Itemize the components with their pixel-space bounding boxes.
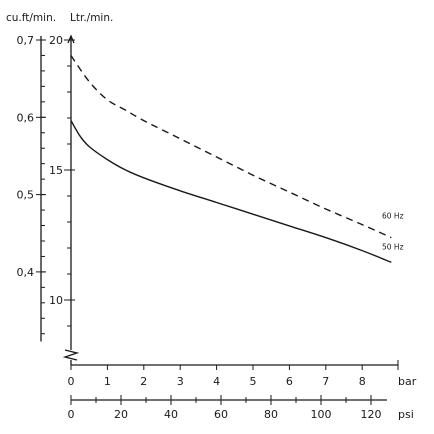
left-outer-tick-label: 0,7 xyxy=(17,34,35,47)
bottom-psi-unit-label: psi xyxy=(398,408,414,421)
left-outer-tick-label: 0,6 xyxy=(17,111,35,124)
left-outer-tick-label: 0,5 xyxy=(17,189,35,202)
bottom-bar-tick-label: 2 xyxy=(140,375,147,388)
bottom-bar-tick-label: 6 xyxy=(286,375,293,388)
series-label-50-hz: 50 Hz xyxy=(382,242,404,251)
left-inner-axis-title: Ltr./min. xyxy=(70,12,113,24)
bottom-psi-tick-label: 20 xyxy=(114,408,128,421)
left-inner-arrow xyxy=(67,34,75,44)
bottom-bar-tick-label: 1 xyxy=(104,375,111,388)
left-outer-tick-label: 0,4 xyxy=(17,266,35,279)
bottom-bar-tick-label: 7 xyxy=(322,375,329,388)
series-line-60-hz xyxy=(70,55,392,239)
bottom-psi-tick-label: 0 xyxy=(68,408,75,421)
series xyxy=(70,55,392,263)
bottom-bar-unit-label: bar xyxy=(398,375,417,388)
bottom-bar-tick-label: 0 xyxy=(68,375,75,388)
left-inner-tick-label: 10 xyxy=(49,294,63,307)
left-inner-tick-label: 15 xyxy=(49,164,63,177)
series-line-50-hz xyxy=(70,120,392,263)
bottom-bar-tick-label: 5 xyxy=(250,375,257,388)
bottom-bar-tick-label: 4 xyxy=(213,375,220,388)
bottom-psi-tick-label: 60 xyxy=(214,408,228,421)
bottom-bar-tick-label: 3 xyxy=(177,375,184,388)
bottom-psi-tick-label: 80 xyxy=(264,408,278,421)
left-inner-tick-label: 20 xyxy=(49,34,63,47)
bottom-psi-tick-label: 100 xyxy=(311,408,332,421)
axes xyxy=(36,34,399,405)
bottom-psi-tick-label: 40 xyxy=(164,408,178,421)
left-outer-axis-title: cu.ft/min. xyxy=(6,12,56,24)
axis-break-icon xyxy=(62,349,80,361)
series-label-60-hz: 60 Hz xyxy=(382,212,404,221)
bottom-psi-tick-label: 120 xyxy=(361,408,382,421)
bottom-bar-tick-label: 8 xyxy=(359,375,366,388)
